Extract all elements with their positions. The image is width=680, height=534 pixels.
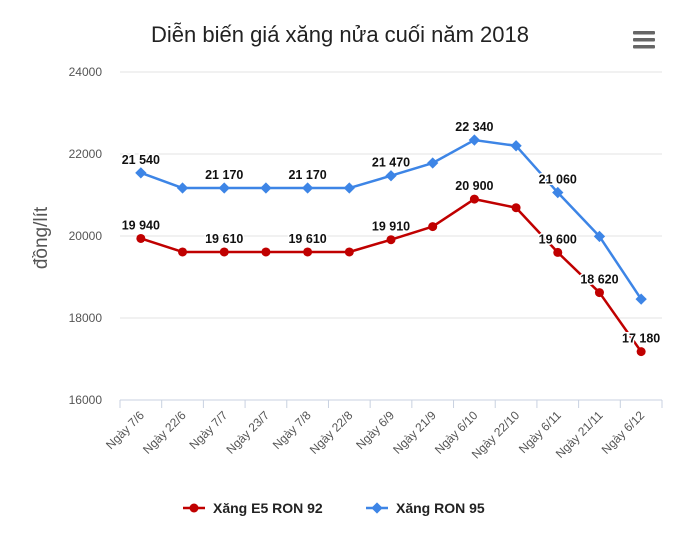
data-point[interactable] bbox=[135, 167, 147, 179]
y-tick-label: 22000 bbox=[69, 147, 103, 161]
grid-lines bbox=[120, 71, 662, 319]
data-point[interactable] bbox=[594, 288, 604, 298]
y-axis: 16000 18000 20000 22000 24000 bbox=[69, 65, 103, 407]
series-group bbox=[135, 134, 647, 357]
data-label: 19 610 bbox=[288, 232, 326, 246]
data-label: 19 610 bbox=[205, 232, 243, 246]
data-point[interactable] bbox=[469, 194, 479, 204]
data-label: 21 540 bbox=[122, 153, 160, 167]
legend-label: Xăng E5 RON 92 bbox=[213, 500, 323, 516]
y-tick-label: 18000 bbox=[69, 311, 103, 325]
data-point[interactable] bbox=[510, 140, 522, 152]
chart-title: Diễn biến giá xăng nửa cuối năm 2018 bbox=[151, 22, 529, 47]
data-point[interactable] bbox=[385, 170, 397, 182]
data-point[interactable] bbox=[386, 235, 396, 245]
x-tick-label: Ngày 22/6 bbox=[140, 408, 189, 457]
data-point[interactable] bbox=[261, 247, 271, 257]
data-label: 18 620 bbox=[580, 273, 618, 287]
data-point[interactable] bbox=[301, 182, 314, 194]
data-label: 19 910 bbox=[372, 220, 410, 234]
data-point[interactable] bbox=[593, 230, 606, 243]
data-point[interactable] bbox=[635, 293, 647, 305]
x-tick-label: Ngày 21/9 bbox=[390, 408, 439, 457]
data-label: 21 170 bbox=[288, 168, 326, 182]
y-tick-label: 16000 bbox=[69, 393, 103, 407]
data-label: 19 940 bbox=[122, 218, 160, 232]
data-point[interactable] bbox=[219, 247, 229, 257]
legend-label: Xăng RON 95 bbox=[396, 500, 485, 516]
x-tick-label: Ngày 23/7 bbox=[223, 408, 272, 457]
data-point[interactable] bbox=[136, 233, 146, 243]
data-label: 20 900 bbox=[455, 179, 493, 193]
legend-item-1[interactable]: Xăng RON 95 bbox=[366, 500, 485, 516]
y-axis-label: đồng/lít bbox=[31, 206, 52, 269]
data-point[interactable] bbox=[178, 247, 188, 257]
data-point[interactable] bbox=[344, 247, 354, 257]
data-point[interactable] bbox=[218, 182, 230, 194]
data-point[interactable] bbox=[427, 157, 439, 169]
data-label: 21 470 bbox=[372, 156, 410, 170]
data-label: 22 340 bbox=[455, 120, 493, 134]
data-label: 17 180 bbox=[622, 332, 660, 346]
x-tick-label: Ngày 6/12 bbox=[599, 408, 648, 457]
data-label: 21 060 bbox=[539, 173, 577, 187]
data-point[interactable] bbox=[176, 182, 189, 194]
legend: Xăng E5 RON 92 Xăng RON 95 bbox=[183, 500, 485, 516]
y-tick-label: 20000 bbox=[69, 229, 103, 243]
legend-marker bbox=[189, 503, 199, 513]
legend-item-0[interactable]: Xăng E5 RON 92 bbox=[183, 500, 323, 516]
data-point[interactable] bbox=[260, 182, 272, 194]
data-point[interactable] bbox=[511, 203, 521, 213]
legend-marker bbox=[371, 502, 383, 514]
data-label: 21 170 bbox=[205, 168, 243, 182]
data-point[interactable] bbox=[303, 247, 313, 257]
data-point[interactable] bbox=[428, 222, 438, 232]
data-point[interactable] bbox=[636, 347, 646, 357]
data-labels: 19 940 19 610 19 610 19 910 20 900 19 600 18 6… bbox=[120, 119, 662, 348]
data-label: 19 600 bbox=[539, 232, 577, 246]
data-point[interactable] bbox=[468, 134, 481, 146]
data-point[interactable] bbox=[552, 186, 564, 199]
data-point[interactable] bbox=[343, 182, 355, 194]
hamburger-menu-icon[interactable] bbox=[633, 31, 655, 49]
y-tick-label: 24000 bbox=[69, 65, 103, 79]
data-point[interactable] bbox=[553, 247, 563, 257]
x-tick-label: Ngày 22/8 bbox=[307, 408, 356, 457]
